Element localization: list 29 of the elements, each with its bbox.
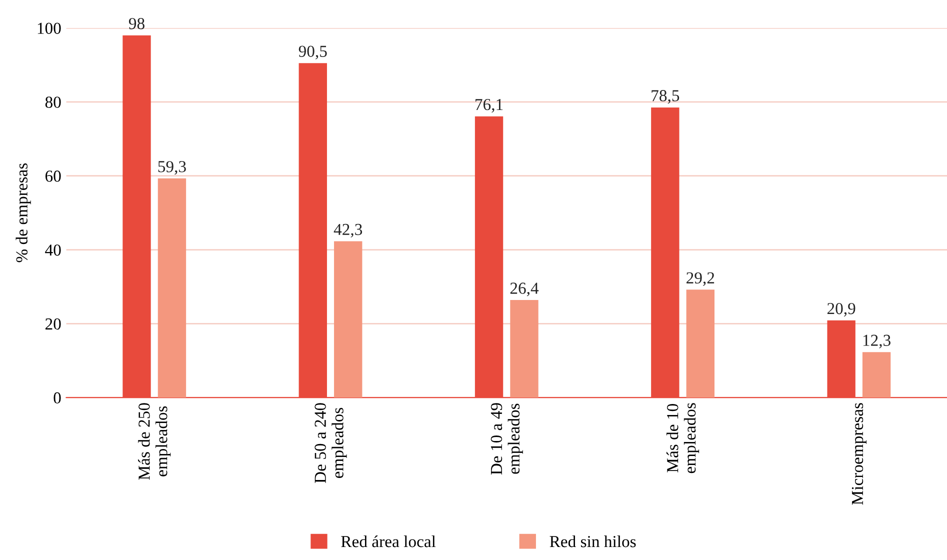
y-tick-label: 60 xyxy=(45,170,61,182)
y-tick-label: 40 xyxy=(45,244,61,256)
bar xyxy=(510,300,538,398)
data-label: 59,3 xyxy=(158,161,186,175)
data-label: 26,4 xyxy=(510,282,539,296)
y-tick-label: 100 xyxy=(38,22,61,34)
y-tick-label: 20 xyxy=(45,318,61,330)
x-tick-label: De 10 a 49 empleados xyxy=(490,403,523,475)
x-tick-label: De 50 a 240 empleados xyxy=(314,403,347,483)
x-tick-label: Más de 250 empleados xyxy=(138,403,171,480)
bar xyxy=(158,178,186,398)
y-tick-label: 80 xyxy=(45,96,61,108)
legend-label: Red área local xyxy=(341,535,436,548)
data-label: 29,2 xyxy=(686,272,714,286)
bar xyxy=(334,241,362,398)
x-tick-label: Microempresas xyxy=(852,403,866,505)
x-tick-label: Más de 10 empleados xyxy=(666,403,700,474)
y-tick-label: 0 xyxy=(54,392,61,404)
legend-label: Red sin hilos xyxy=(550,535,636,548)
data-label: 12,3 xyxy=(863,334,890,348)
data-label: 90,5 xyxy=(298,46,327,60)
y-axis-title: % de empresas xyxy=(16,163,31,262)
data-label: 42,3 xyxy=(334,224,362,238)
bar xyxy=(686,290,714,398)
bar xyxy=(862,352,891,398)
data-label: 20,9 xyxy=(827,302,856,317)
data-label: 76,1 xyxy=(476,98,503,113)
data-label: 98 xyxy=(128,18,144,30)
data-label: 78,5 xyxy=(652,90,680,104)
